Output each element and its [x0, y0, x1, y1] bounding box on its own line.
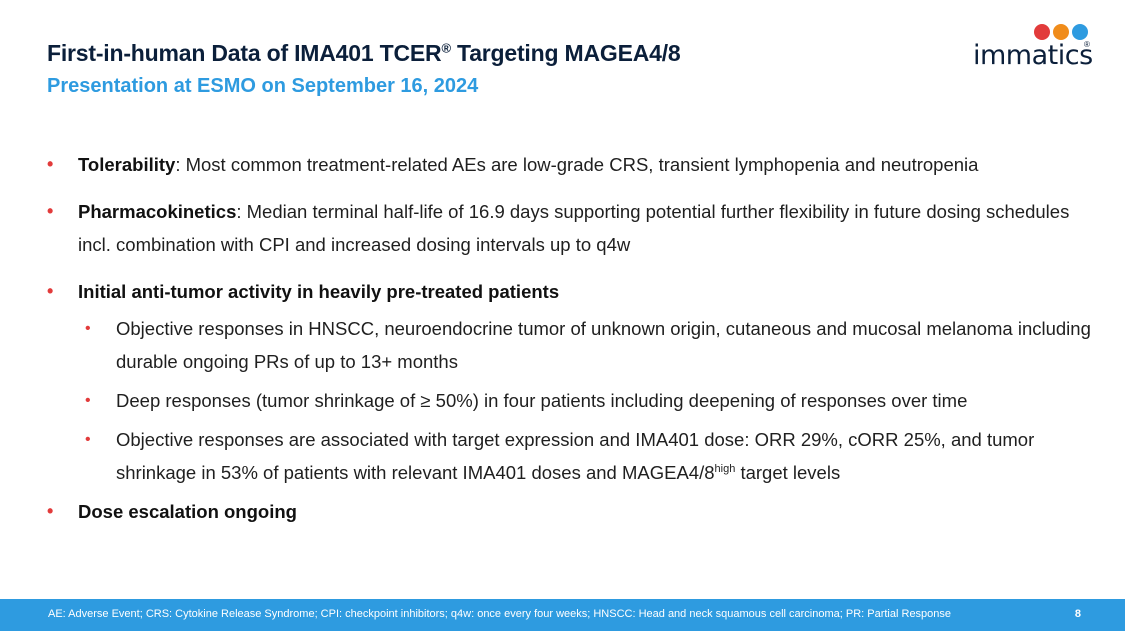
immatics-logo: immatics ®	[968, 22, 1093, 71]
slide-subtitle: Presentation at ESMO on September 16, 20…	[47, 75, 479, 97]
bullet-dot-icon: •	[47, 201, 54, 221]
sub-bullet-text-end: target levels	[735, 462, 841, 483]
logo-text: immatics	[973, 40, 1093, 71]
sub-bullet-dot-icon: •	[85, 431, 91, 448]
footer-abbreviations: AE: Adverse Event; CRS: Cytokine Release…	[48, 608, 952, 620]
title-registered-mark: ®	[441, 40, 451, 56]
logo-blue-dot-icon	[1072, 24, 1088, 40]
bullet-heading: Tolerability	[78, 154, 176, 175]
sub-bullet-dot-icon: •	[85, 392, 91, 409]
bullet-heading: Dose escalation ongoing	[78, 501, 297, 522]
bullet-tolerability: • Tolerability: Most common treatment-re…	[47, 148, 1097, 181]
logo-red-dot-icon	[1034, 24, 1050, 40]
bullet-dot-icon: •	[47, 154, 54, 174]
slide-title: First-in-human Data of IMA401 TCER® Targ…	[47, 40, 681, 67]
logo-orange-dot-icon	[1053, 24, 1069, 40]
bullet-text: : Median terminal half-life of 16.9 days…	[78, 201, 1070, 255]
bullet-dot-icon: •	[47, 501, 54, 521]
bullet-anti-tumor-activity: • Initial anti-tumor activity in heavily…	[47, 275, 1097, 308]
title-rest: Targeting MAGEA4/8	[450, 40, 681, 66]
sub-bullet-deep-responses: • Deep responses (tumor shrinkage of ≥ 5…	[85, 384, 1097, 417]
footer-bar: AE: Adverse Event; CRS: Cytokine Release…	[0, 599, 1125, 631]
bullet-list: • Tolerability: Most common treatment-re…	[47, 148, 1097, 528]
sub-bullet-objective-responses: • Objective responses in HNSCC, neuroend…	[85, 312, 1097, 378]
bullet-dot-icon: •	[47, 281, 54, 301]
page-number: 8	[1074, 608, 1081, 620]
bullet-text: : Most common treatment-related AEs are …	[175, 154, 979, 175]
sub-bullet-text: Objective responses are associated with …	[116, 429, 1035, 483]
bullet-pharmacokinetics: • Pharmacokinetics: Median terminal half…	[47, 195, 1097, 261]
logo-registered-mark: ®	[1084, 40, 1090, 49]
sub-bullet-text: Objective responses in HNSCC, neuroendoc…	[116, 318, 1091, 372]
bullet-heading: Pharmacokinetics	[78, 201, 237, 222]
bullet-heading: Initial anti-tumor activity in heavily p…	[78, 281, 560, 302]
sub-bullet-dot-icon: •	[85, 320, 91, 337]
bullet-dose-escalation: • Dose escalation ongoing	[47, 495, 1097, 528]
sub-bullet-text: Deep responses (tumor shrinkage of ≥ 50%…	[116, 390, 968, 411]
title-main: First-in-human Data of IMA401 TCER	[47, 40, 442, 66]
superscript-high: high	[714, 462, 736, 475]
sub-bullet-target-expression: • Objective responses are associated wit…	[85, 423, 1097, 489]
